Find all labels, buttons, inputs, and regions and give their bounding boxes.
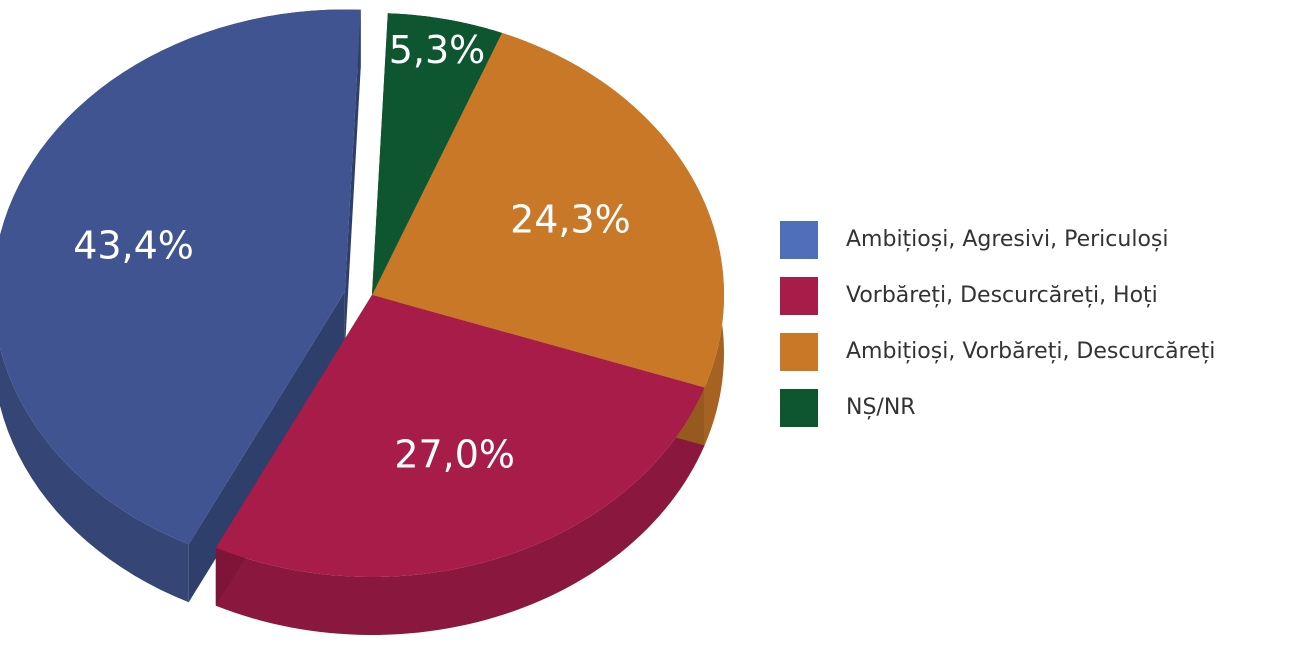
slice (215, 295, 705, 577)
value-label: 24,3% (510, 198, 631, 242)
legend-swatch (780, 277, 818, 315)
slice-tops (0, 9, 724, 577)
slice (0, 9, 361, 545)
slice (372, 13, 502, 296)
value-label: 27,0% (394, 432, 515, 476)
legend-swatch (780, 221, 818, 259)
slice-side (215, 387, 705, 635)
legend-label: Ambițioși, Vorbăreți, Descurcăreți (846, 339, 1215, 364)
slice-wall (188, 291, 345, 603)
legend-label: Vorbăreți, Descurcăreți, Hoți (846, 283, 1158, 308)
slice-wall (344, 9, 361, 350)
value-label: 5,3% (389, 28, 486, 72)
legend-label: Ambițioși, Agresivi, Periculoși (846, 227, 1168, 252)
legend-swatch (780, 389, 818, 427)
value-label: 43,4% (73, 223, 194, 267)
legend-swatch (780, 333, 818, 371)
slice (372, 32, 724, 388)
legend-label: NȘ/NR (846, 395, 916, 420)
